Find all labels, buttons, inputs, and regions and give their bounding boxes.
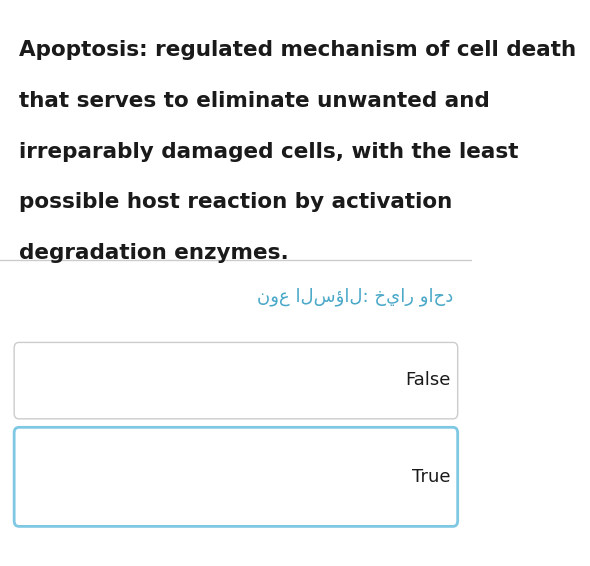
- Text: Apoptosis: regulated mechanism of cell death: Apoptosis: regulated mechanism of cell d…: [19, 40, 576, 59]
- Text: نوع السؤال: خيار واحد: نوع السؤال: خيار واحد: [257, 288, 453, 306]
- FancyBboxPatch shape: [14, 427, 458, 526]
- Text: False: False: [405, 371, 451, 389]
- Text: True: True: [412, 468, 451, 486]
- Text: degradation enzymes.: degradation enzymes.: [19, 243, 289, 263]
- FancyBboxPatch shape: [14, 342, 458, 419]
- Text: possible host reaction by activation: possible host reaction by activation: [19, 192, 452, 212]
- Text: irreparably damaged cells, with the least: irreparably damaged cells, with the leas…: [19, 142, 519, 161]
- Text: that serves to eliminate unwanted and: that serves to eliminate unwanted and: [19, 91, 490, 110]
